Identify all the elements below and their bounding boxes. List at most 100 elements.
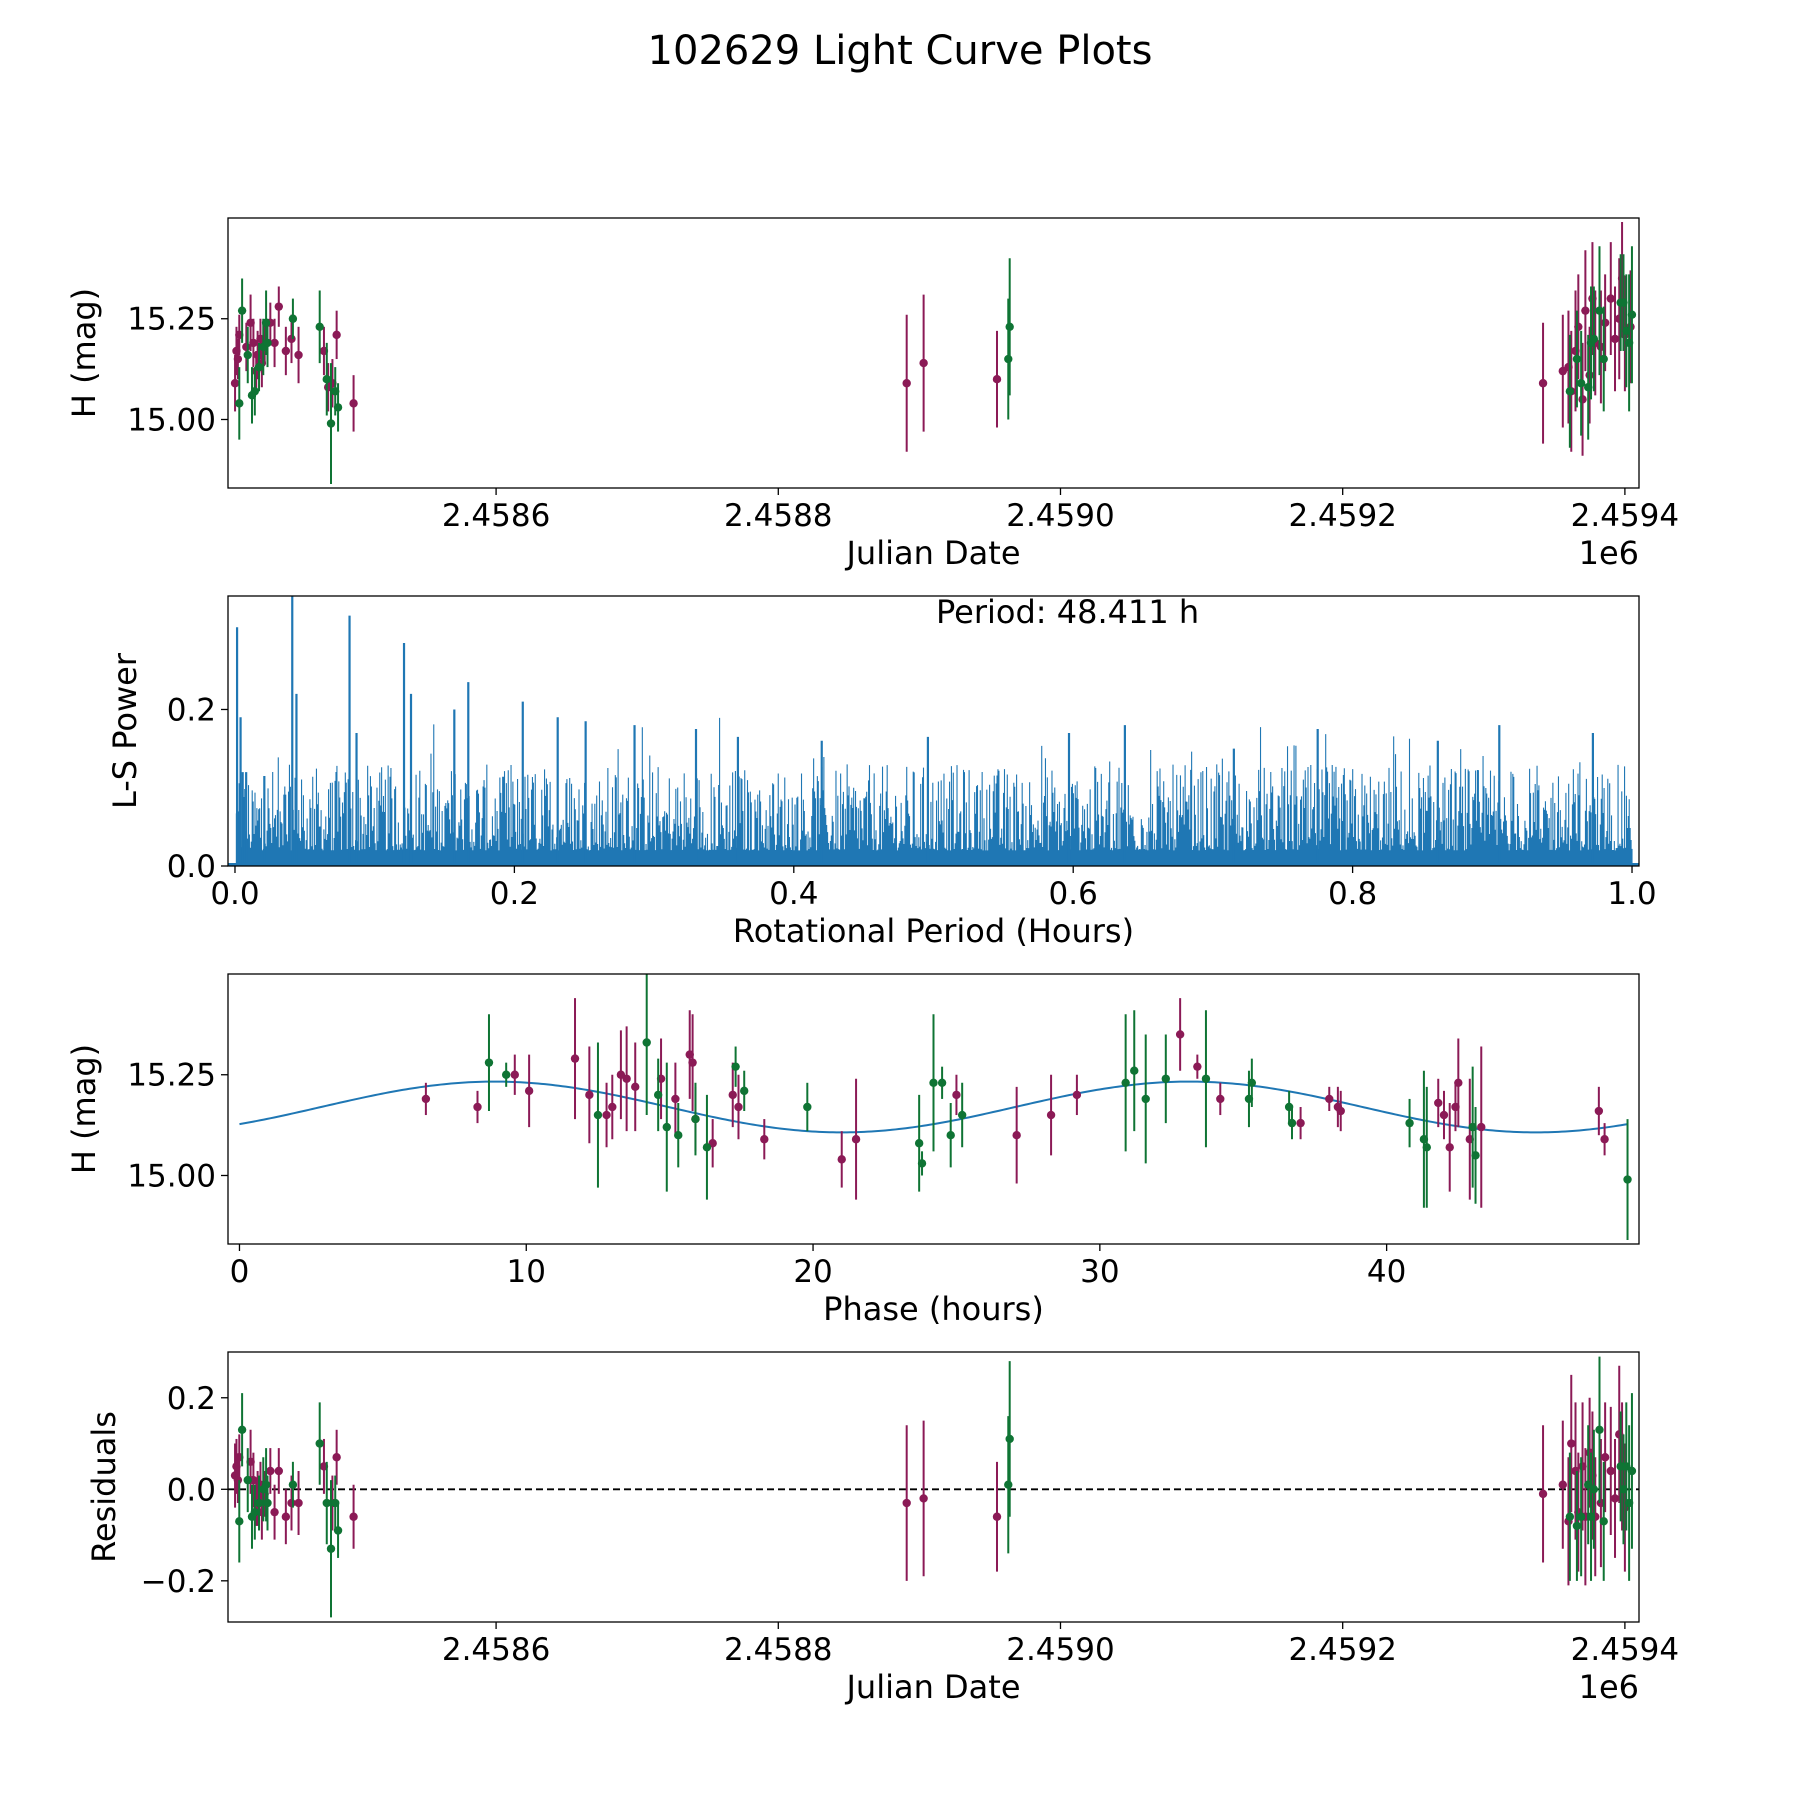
g-band-point-11	[322, 374, 331, 384]
r-band-point-33	[1581, 306, 1590, 315]
x-tick-label: 2.4592	[1288, 498, 1396, 534]
g-band-point-8	[702, 1143, 712, 1152]
r-band-point-34	[1439, 1110, 1449, 1120]
x-axis-label: Phase (hours)	[823, 1290, 1044, 1328]
y-tick-label: −0.2	[141, 1564, 216, 1600]
g-band-point-29	[1627, 1466, 1637, 1476]
x-tick-label: 20	[793, 1254, 832, 1290]
y-tick-label: 0.0	[167, 849, 216, 885]
r-band-point-24	[1046, 1110, 1056, 1120]
r-band-point-4	[242, 342, 251, 352]
r-band-point-0	[421, 1094, 431, 1104]
r-band-point-33	[1434, 1098, 1443, 1108]
g-band-point-10	[315, 1439, 324, 1448]
r-band-point-20	[349, 1512, 358, 1521]
g-band-point-4	[250, 387, 260, 396]
g-band-point-13	[917, 1159, 927, 1168]
g-band-point-5	[254, 1498, 264, 1508]
g-band-point-29	[1422, 1143, 1431, 1152]
g-band-point-5	[662, 1122, 671, 1132]
figure-title: 102629 Light Curve Plots	[647, 28, 1153, 74]
g-band-point-14	[929, 1078, 938, 1088]
r-band-point-2	[233, 354, 243, 364]
r-band-point-20	[837, 1155, 846, 1164]
r-band-point-41	[1600, 1135, 1609, 1144]
r-band-point-38	[1600, 318, 1610, 327]
r-band-point-26	[1175, 1030, 1185, 1039]
g-band-point-29	[1627, 310, 1637, 319]
y-tick-label: 15.25	[127, 1058, 216, 1094]
g-band-point-22	[1589, 334, 1599, 344]
period-annotation: Period: 48.411 h	[936, 593, 1199, 631]
r-band-point-36	[1600, 1453, 1610, 1462]
periodogram-noise	[235, 717, 1633, 866]
r-band-point-37	[1606, 1466, 1615, 1476]
r-band-point-14	[688, 1058, 697, 1067]
x-tick-label: 2.4590	[1006, 1632, 1114, 1668]
r-band-point-37	[1454, 1078, 1463, 1088]
g-band-point-2	[243, 350, 252, 360]
r-band-point-29	[1296, 1118, 1305, 1128]
x-tick-label: 0	[230, 1254, 250, 1290]
r-band-point-10	[631, 1082, 640, 1092]
r-band-point-39	[1477, 1122, 1486, 1132]
axes-frame	[227, 595, 1640, 867]
g-band-point-17	[1565, 387, 1575, 396]
x-axis-label: Julian Date	[844, 1668, 1020, 1706]
g-band-point-2	[243, 1475, 252, 1485]
x-tick-label: 1.0	[1607, 876, 1656, 912]
x-tick-label: 2.4586	[442, 1632, 550, 1668]
r-band-point-40	[1610, 334, 1620, 344]
x-tick-label: 2.4588	[724, 1632, 832, 1668]
g-band-point-19	[1576, 1512, 1586, 1521]
x-tick-label: 0.4	[769, 876, 818, 912]
r-band-point-40	[1594, 1106, 1604, 1116]
r-band-point-12	[671, 1094, 680, 1104]
r-band-point-1	[473, 1102, 482, 1112]
r-band-point-27	[1567, 1439, 1576, 1448]
g-band-point-16	[1005, 322, 1014, 332]
r-band-point-22	[349, 399, 358, 408]
r-band-point-17	[294, 350, 303, 360]
r-band-point-21	[851, 1135, 861, 1144]
g-band-point-12	[326, 1544, 336, 1553]
r-band-point-2	[233, 1475, 243, 1485]
r-band-point-9	[622, 1074, 631, 1083]
x-tick-label: 0.6	[1049, 876, 1098, 912]
r-band-point-39	[1606, 294, 1615, 303]
r-band-point-30	[1325, 1094, 1334, 1104]
y-tick-label: 0.2	[167, 1381, 216, 1417]
g-band-point-4	[250, 1507, 260, 1517]
g-band-point-9	[731, 1062, 740, 1071]
plot-area	[230, 222, 1637, 484]
g-band-point-24	[1599, 354, 1608, 364]
g-band-point-11	[322, 1498, 331, 1508]
r-band-point-21	[902, 1498, 911, 1508]
r-band-point-24	[919, 358, 928, 368]
x-offset-label: 1e6	[1579, 534, 1639, 572]
g-band-point-12	[326, 419, 336, 428]
x-tick-label: 0.2	[490, 876, 539, 912]
y-axis-label: L-S Power	[106, 652, 144, 809]
axes-frame	[227, 1351, 1640, 1623]
r-band-point-27	[1193, 1062, 1202, 1071]
g-band-point-16	[1005, 1434, 1014, 1444]
x-tick-label: 40	[1367, 1254, 1406, 1290]
g-band-point-24	[1599, 1517, 1608, 1526]
r-band-point-2	[510, 1070, 519, 1079]
g-band-point-19	[1576, 379, 1586, 388]
subplot-3: 0 10 20 30 40 15.00 15.25 Phase (hours) H (mag)	[65, 973, 1640, 1328]
g-band-point-8	[263, 1498, 272, 1508]
r-band-point-28	[1216, 1094, 1225, 1104]
g-band-point-23	[1595, 306, 1604, 315]
r-band-point-32	[1578, 395, 1587, 404]
plot-area	[228, 596, 1639, 866]
r-band-point-25	[1072, 1090, 1082, 1100]
g-band-point-8	[263, 338, 272, 348]
g-band-point-19	[1130, 1066, 1139, 1075]
x-tick-label: 2.4588	[724, 498, 832, 534]
x-tick-label: 2.4592	[1288, 1632, 1396, 1668]
g-band-point-6	[674, 1130, 683, 1140]
r-band-point-31	[1574, 322, 1583, 332]
